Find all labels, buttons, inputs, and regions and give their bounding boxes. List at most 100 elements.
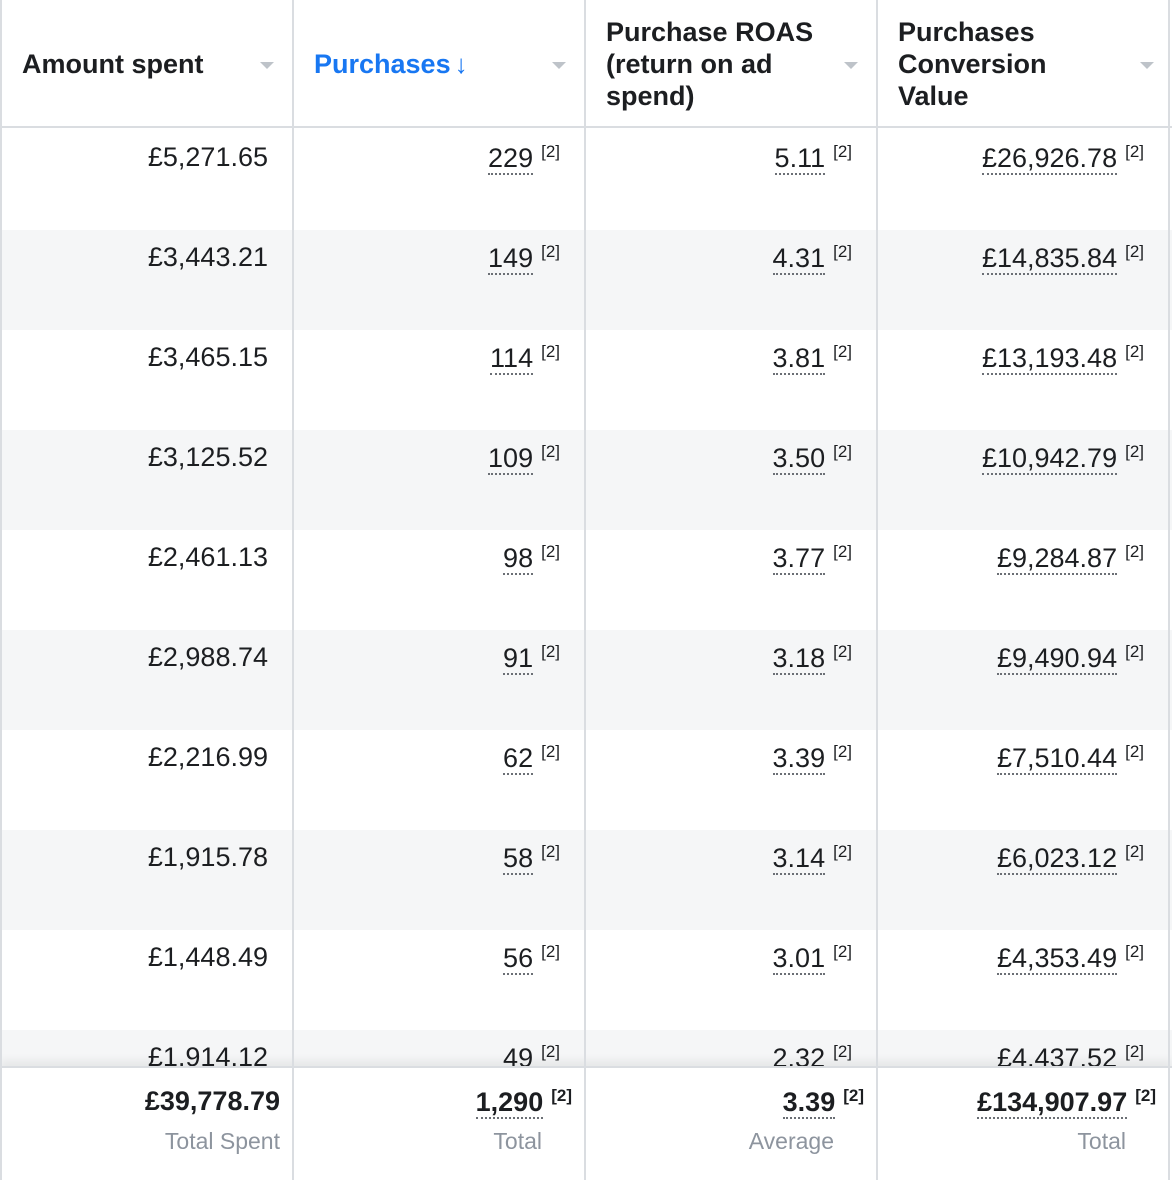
footnote-marker[interactable]: [2] (541, 442, 560, 461)
conversion-value-cell[interactable]: £4,353.49 [2] (996, 942, 1144, 982)
roas-cell[interactable]: 3.39 [2] (772, 742, 852, 782)
purchases-value[interactable]: 91 (503, 643, 534, 675)
roas-cell[interactable]: 3.01 [2] (772, 942, 852, 982)
column-divider[interactable] (584, 0, 586, 1180)
conversion-value-cell[interactable]: £6,023.12 [2] (996, 842, 1144, 882)
caret-down-icon[interactable] (260, 62, 274, 69)
conversion-value-cell[interactable]: £10,942.79 [2] (981, 442, 1144, 482)
roas-value[interactable]: 3.01 (772, 943, 826, 975)
purchases-value[interactable]: 56 (503, 943, 534, 975)
footnote-marker[interactable]: [2] (833, 242, 852, 261)
roas-cell[interactable]: 2.32 [2] (772, 1042, 852, 1066)
roas-cell[interactable]: 3.77 [2] (772, 542, 852, 582)
roas-value[interactable]: 5.11 (774, 143, 826, 175)
footnote-marker[interactable]: [2] (1125, 942, 1144, 961)
footnote-marker[interactable]: [2] (833, 942, 852, 961)
footnote-marker[interactable]: [2] (833, 742, 852, 761)
purchases-value[interactable]: 98 (503, 543, 534, 575)
footnote-marker[interactable]: [2] (541, 942, 560, 961)
purchases-value[interactable]: 109 (488, 443, 534, 475)
footnote-marker[interactable]: [2] (551, 1086, 572, 1105)
total-conversion-value[interactable]: £134,907.97 (977, 1087, 1128, 1119)
table-row[interactable]: £3,443.21 149 [2] 4.31 [2] £14,835.84 [2] (0, 230, 1172, 330)
conversion-value[interactable]: £7,510.44 (996, 743, 1118, 775)
caret-down-icon[interactable] (844, 62, 858, 69)
purchases-cell[interactable]: 149 [2] (488, 242, 560, 282)
footnote-marker[interactable]: [2] (541, 342, 560, 361)
arrow-down-icon[interactable]: ↓ (454, 48, 468, 79)
purchases-value[interactable]: 58 (503, 843, 534, 875)
conversion-value[interactable]: £4,353.49 (996, 943, 1118, 975)
conversion-value-cell[interactable]: £9,490.94 [2] (996, 642, 1144, 682)
footnote-marker[interactable]: [2] (833, 442, 852, 461)
footnote-marker[interactable]: [2] (833, 642, 852, 661)
column-header-amount-spent[interactable]: Amount spent (0, 0, 292, 128)
footnote-marker[interactable]: [2] (1125, 1042, 1144, 1061)
footnote-marker[interactable]: [2] (843, 1086, 864, 1105)
table-row[interactable]: £1,448.49 56 [2] 3.01 [2] £4,353.49 [2] (0, 930, 1172, 1030)
footnote-marker[interactable]: [2] (541, 642, 560, 661)
column-header-purchases[interactable]: Purchases ↓ (292, 0, 584, 128)
conversion-value[interactable]: £10,942.79 (981, 443, 1118, 475)
conversion-value[interactable]: £6,023.12 (996, 843, 1118, 875)
purchases-value[interactable]: 229 (488, 143, 534, 175)
purchases-cell[interactable]: 58 [2] (503, 842, 560, 882)
table-body[interactable]: £5,271.65 229 [2] 5.11 [2] £26,926.78 [2] £… (0, 130, 1172, 1066)
roas-value[interactable]: 3.14 (772, 843, 826, 875)
caret-down-icon[interactable] (1140, 62, 1154, 69)
footnote-marker[interactable]: [2] (1125, 842, 1144, 861)
roas-value[interactable]: 3.50 (772, 443, 826, 475)
roas-cell[interactable]: 3.14 [2] (772, 842, 852, 882)
roas-cell[interactable]: 3.18 [2] (772, 642, 852, 682)
roas-cell[interactable]: 3.81 [2] (772, 342, 852, 382)
footnote-marker[interactable]: [2] (1135, 1086, 1156, 1105)
total-conversion-value-cell[interactable]: £134,907.97 [2] (977, 1086, 1156, 1119)
purchases-cell[interactable]: 62 [2] (503, 742, 560, 782)
purchases-cell[interactable]: 56 [2] (503, 942, 560, 982)
roas-cell[interactable]: 3.50 [2] (772, 442, 852, 482)
column-header-label[interactable]: Purchase ROAS (return on ad spend) (606, 17, 814, 111)
roas-cell[interactable]: 4.31 [2] (772, 242, 852, 282)
footnote-marker[interactable]: [2] (833, 342, 852, 361)
roas-value[interactable]: 2.32 (772, 1043, 826, 1066)
purchases-value[interactable]: 114 (490, 343, 534, 375)
conversion-value-cell[interactable]: £7,510.44 [2] (996, 742, 1144, 782)
footnote-marker[interactable]: [2] (541, 842, 560, 861)
footnote-marker[interactable]: [2] (833, 1042, 852, 1061)
table-row[interactable]: £2,461.13 98 [2] 3.77 [2] £9,284.87 [2] (0, 530, 1172, 630)
column-divider[interactable] (292, 0, 294, 1180)
average-roas-cell[interactable]: 3.39 [2] (782, 1086, 864, 1119)
roas-value[interactable]: 3.81 (772, 343, 826, 375)
footnote-marker[interactable]: [2] (541, 242, 560, 261)
purchases-value[interactable]: 149 (488, 243, 534, 275)
column-header-conversion-value[interactable]: Purchases Conversion Value (876, 0, 1172, 128)
conversion-value-cell[interactable]: £4,437.52 [2] (996, 1042, 1144, 1066)
footnote-marker[interactable]: [2] (1125, 242, 1144, 261)
conversion-value[interactable]: £9,490.94 (996, 643, 1118, 675)
footnote-marker[interactable]: [2] (1125, 742, 1144, 761)
column-header-label[interactable]: Purchases Conversion Value (898, 17, 1047, 111)
footnote-marker[interactable]: [2] (1125, 442, 1144, 461)
conversion-value[interactable]: £4,437.52 (996, 1043, 1118, 1066)
table-row[interactable]: £3,465.15 114 [2] 3.81 [2] £13,193.48 [2] (0, 330, 1172, 430)
roas-value[interactable]: 3.18 (772, 643, 826, 675)
table-row[interactable]: £1,915.78 58 [2] 3.14 [2] £6,023.12 [2] (0, 830, 1172, 930)
conversion-value[interactable]: £13,193.48 (981, 343, 1118, 375)
footnote-marker[interactable]: [2] (833, 142, 852, 161)
conversion-value-cell[interactable]: £26,926.78 [2] (981, 142, 1144, 182)
footnote-marker[interactable]: [2] (541, 1042, 560, 1061)
roas-value[interactable]: 4.31 (772, 243, 826, 275)
conversion-value[interactable]: £9,284.87 (996, 543, 1118, 575)
purchases-cell[interactable]: 229 [2] (488, 142, 560, 182)
total-purchases-value[interactable]: 1,290 (475, 1087, 544, 1119)
roas-cell[interactable]: 5.11 [2] (774, 142, 852, 182)
conversion-value[interactable]: £14,835.84 (981, 243, 1118, 275)
purchases-cell[interactable]: 109 [2] (488, 442, 560, 482)
purchases-value[interactable]: 49 (503, 1043, 534, 1066)
conversion-value[interactable]: £26,926.78 (981, 143, 1118, 175)
table-row[interactable]: £3,125.52 109 [2] 3.50 [2] £10,942.79 [2] (0, 430, 1172, 530)
purchases-cell[interactable]: 98 [2] (503, 542, 560, 582)
purchases-value[interactable]: 62 (503, 743, 534, 775)
table-row[interactable]: £2,988.74 91 [2] 3.18 [2] £9,490.94 [2] (0, 630, 1172, 730)
footnote-marker[interactable]: [2] (1125, 542, 1144, 561)
